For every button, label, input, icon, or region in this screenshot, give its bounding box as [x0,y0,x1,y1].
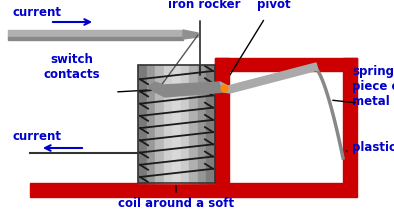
Bar [215,58,229,183]
Polygon shape [183,30,198,39]
Bar [343,58,357,183]
Bar [8,30,183,38]
Bar [215,58,357,71]
Bar [172,65,181,183]
Bar [155,65,164,183]
Text: current: current [13,130,62,143]
Bar [8,37,183,40]
Text: springy
piece of
metal: springy piece of metal [352,65,394,108]
Polygon shape [148,82,224,97]
Text: current: current [13,6,62,19]
Bar [198,65,206,183]
Bar [190,65,198,183]
Text: iron rocker: iron rocker [168,0,240,11]
Polygon shape [220,63,318,93]
Text: switch
contacts: switch contacts [44,53,100,81]
Bar [181,65,190,183]
Bar [30,183,357,197]
Bar [164,65,172,183]
Bar [138,65,147,183]
Text: pivot: pivot [257,0,291,11]
Bar [206,65,215,183]
Bar [138,65,215,183]
Text: coil around a soft
iron core: coil around a soft iron core [118,197,234,210]
Bar [147,65,155,183]
Text: plastic frame: plastic frame [352,142,394,155]
